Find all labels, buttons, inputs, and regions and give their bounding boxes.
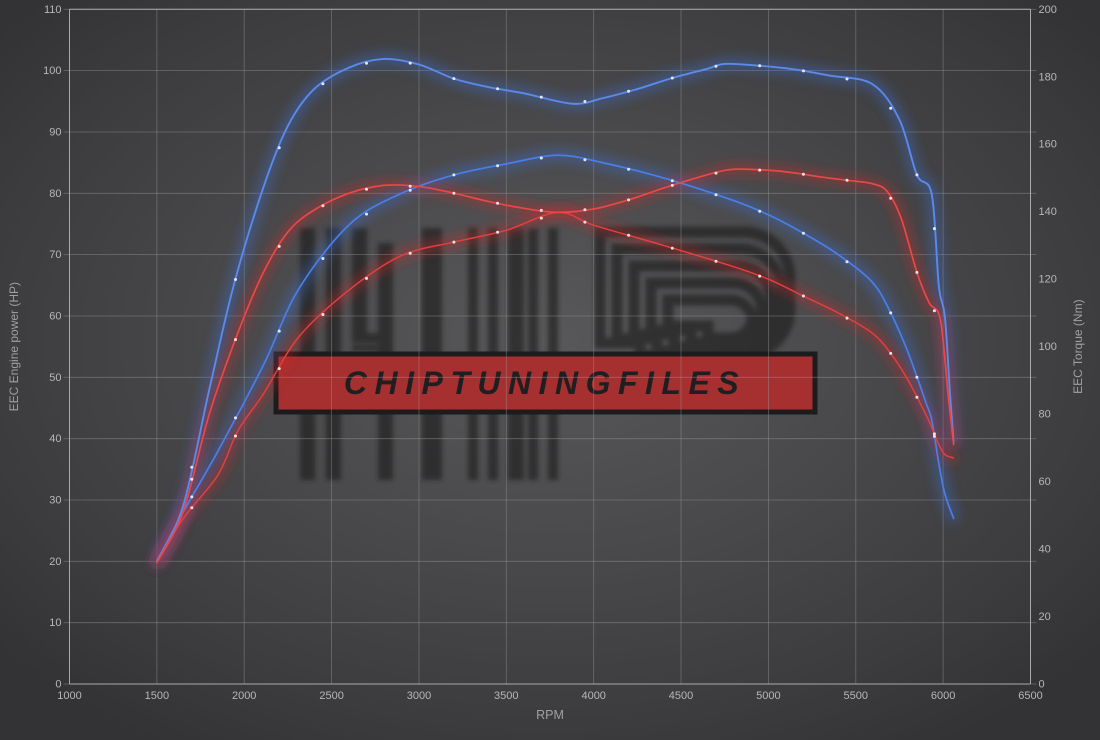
svg-text:40: 40: [1039, 544, 1051, 556]
svg-text:160: 160: [1039, 139, 1057, 151]
svg-text:4000: 4000: [581, 690, 605, 702]
svg-text:2000: 2000: [232, 690, 256, 702]
svg-text:30: 30: [49, 495, 61, 507]
svg-text:0: 0: [1039, 679, 1045, 691]
svg-text:90: 90: [49, 127, 61, 139]
svg-text:EEC Torque (Nm): EEC Torque (Nm): [1071, 299, 1085, 393]
svg-text:80: 80: [49, 188, 61, 200]
svg-text:20: 20: [49, 556, 61, 568]
svg-text:60: 60: [1039, 476, 1051, 488]
svg-text:80: 80: [1039, 409, 1051, 421]
svg-text:RPM: RPM: [536, 708, 564, 722]
svg-text:4500: 4500: [669, 690, 693, 702]
svg-text:100: 100: [1039, 341, 1057, 353]
svg-text:70: 70: [49, 249, 61, 261]
svg-text:0: 0: [55, 679, 61, 691]
svg-text:40: 40: [49, 433, 61, 445]
svg-text:1500: 1500: [145, 690, 169, 702]
svg-text:180: 180: [1039, 71, 1057, 83]
svg-text:140: 140: [1039, 206, 1057, 218]
svg-text:5500: 5500: [844, 690, 868, 702]
svg-text:6000: 6000: [931, 690, 955, 702]
svg-text:110: 110: [44, 4, 62, 16]
svg-text:6500: 6500: [1018, 690, 1042, 702]
svg-text:60: 60: [49, 311, 61, 323]
svg-text:20: 20: [1039, 611, 1051, 623]
svg-text:2500: 2500: [319, 690, 343, 702]
svg-text:CHIPTUNINGFILES: CHIPTUNINGFILES: [344, 365, 746, 401]
svg-text:200: 200: [1039, 4, 1057, 16]
svg-text:3500: 3500: [494, 690, 518, 702]
svg-text:10: 10: [49, 617, 61, 629]
svg-text:100: 100: [43, 65, 61, 77]
svg-text:EEC Engine power (HP): EEC Engine power (HP): [7, 282, 21, 411]
svg-text:50: 50: [49, 372, 61, 384]
svg-text:1000: 1000: [57, 690, 81, 702]
svg-text:3000: 3000: [407, 690, 431, 702]
svg-text:120: 120: [1039, 274, 1057, 286]
svg-text:5000: 5000: [756, 690, 780, 702]
